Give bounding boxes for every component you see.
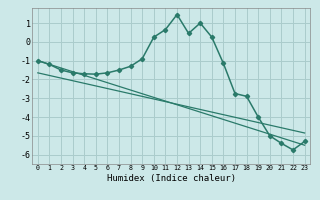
- X-axis label: Humidex (Indice chaleur): Humidex (Indice chaleur): [107, 174, 236, 183]
